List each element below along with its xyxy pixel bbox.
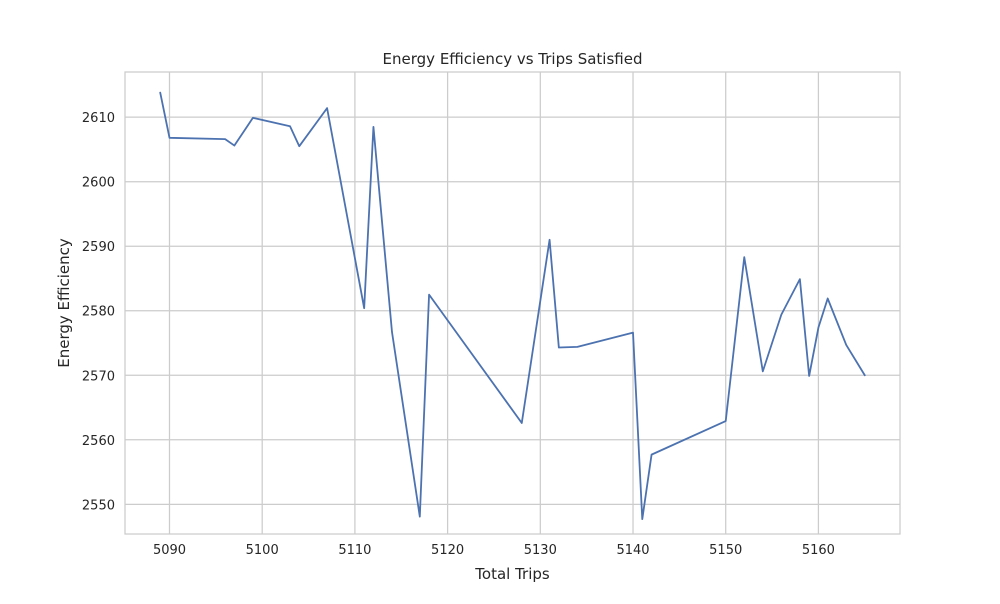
x-tick-label: 5120 bbox=[431, 543, 464, 558]
x-axis-label: Total Trips bbox=[474, 565, 550, 583]
y-tick-label: 2610 bbox=[82, 111, 115, 126]
plot-frame bbox=[124, 71, 901, 535]
grid bbox=[125, 72, 900, 534]
x-tick-label: 5150 bbox=[709, 543, 742, 558]
x-tick-label: 5110 bbox=[338, 543, 371, 558]
x-tick-label: 5140 bbox=[616, 543, 649, 558]
y-tick-label: 2580 bbox=[82, 305, 115, 320]
y-tick-label: 2560 bbox=[82, 434, 115, 449]
y-axis-label: Energy Efficiency bbox=[55, 238, 73, 368]
series-line bbox=[159, 91, 866, 521]
chart-title: Energy Efficiency vs Trips Satisfied bbox=[383, 50, 643, 68]
y-tick-label: 2550 bbox=[82, 498, 115, 513]
x-tick-label: 5130 bbox=[524, 543, 557, 558]
tick-labels: 5090 5100 5110 5120 5130 5140 5150 5160 2550 2560… bbox=[82, 111, 835, 558]
y-tick-label: 2590 bbox=[82, 240, 115, 255]
series-layer bbox=[159, 91, 866, 521]
x-tick-label: 5100 bbox=[246, 543, 279, 558]
y-tick-label: 2600 bbox=[82, 176, 115, 191]
x-tick-label: 5090 bbox=[153, 543, 186, 558]
y-tick-label: 2570 bbox=[82, 369, 115, 384]
x-tick-label: 5160 bbox=[802, 543, 835, 558]
